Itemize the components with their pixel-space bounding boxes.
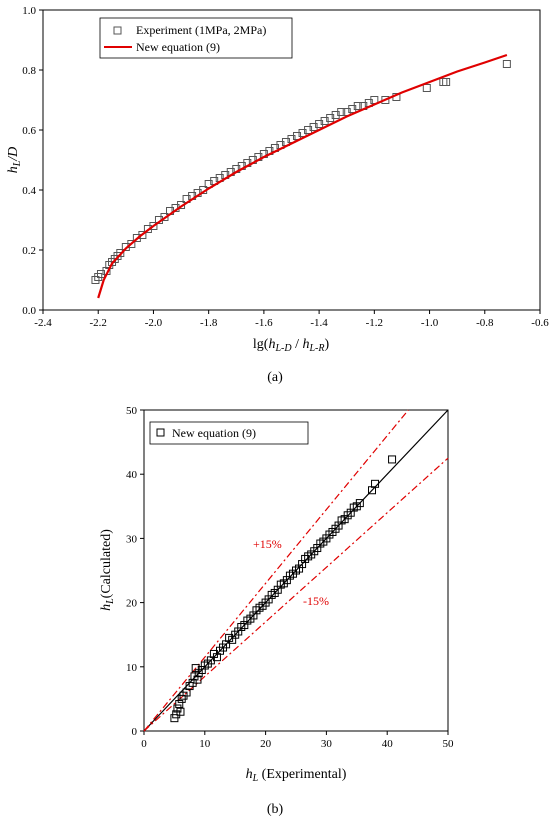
legend-b: New equation (9) [149,421,309,445]
plot-frame-a [42,9,541,311]
experiment-point [116,249,125,257]
equation-curve [97,53,508,299]
y-axis-title-b: hL(Calculated) [99,529,116,611]
calculated-point [172,710,181,719]
y-tick-label-a: 0.2 [22,245,36,257]
panel-label-b: (b) [267,802,284,817]
calculated-point [193,675,202,684]
x-tick-label-a: -2.2 [90,317,107,329]
y-tick-label-b: 0 [132,726,138,738]
legend-label-equation-b: New equation (9) [172,426,256,440]
x-tick-label-b: 40 [382,738,394,750]
plus-15-line [143,409,409,732]
minus-15-line [143,457,449,732]
legend-label-experiment: Experiment (1MPa, 2MPa) [136,23,266,37]
y-tick-label-b: 20 [126,598,138,610]
x-ticks-b: 0 10 20 30 40 50 [141,731,454,750]
y-tick-label-a: 1.0 [22,5,36,17]
legend-box-a [99,17,293,59]
x-tick-label-b: 20 [260,738,272,750]
experiment-point [442,78,451,86]
legend-box-b [149,421,309,445]
legend-marker-equation-b [156,428,165,437]
x-tick-label-a: -2.0 [145,317,163,329]
experiment-point [353,102,362,110]
legend-marker-experiment [113,26,122,35]
experiment-point [439,78,448,86]
x-axis-title-b: hL (Experimental) [246,767,347,784]
y-tick-label-a: 0.0 [22,305,36,317]
x-tick-label-a: -1.6 [255,317,273,329]
y-tick-label-b: 30 [126,533,138,545]
legend-label-equation-a: New equation (9) [136,40,220,54]
y-tick-label-a: 0.8 [22,65,36,77]
x-ticks-a: -2.4 -2.2 -2.0 -1.8 -1.6 -1.4 -1.2 -1.0 -0.8 -0.6 [34,310,549,329]
data-marks-a [91,53,511,299]
y-ticks-a: 0.0 0.2 0.4 0.6 0.8 1.0 [22,5,43,317]
y-axis-title-a: hL/D [6,147,23,174]
x-tick-label-a: -1.2 [366,317,383,329]
x-tick-label-a: -1.8 [200,317,218,329]
legend-a: Experiment (1MPa, 2MPa) New equation (9) [99,17,293,59]
x-tick-label-a: -1.0 [421,317,439,329]
calculated-point [371,479,380,488]
experiment-point [149,222,158,230]
x-tick-label-a: -0.6 [531,317,549,329]
y-tick-label-b: 40 [126,469,138,481]
panel-label-a: (a) [267,370,283,385]
calculated-point [355,499,364,508]
band-label-plus: +15% [253,537,282,551]
x-tick-label-a: -2.4 [34,317,52,329]
y-ticks-b: 0 10 20 30 40 50 [126,405,144,738]
x-tick-label-a: -1.4 [310,317,328,329]
experiment-point [337,108,346,116]
plot-frame-b [143,409,449,732]
y-tick-label-b: 10 [126,662,138,674]
experiment-point [502,60,511,68]
y-tick-label-a: 0.4 [22,185,36,197]
experiment-point [127,240,136,248]
panel-b: 0 10 20 30 40 50 0 10 20 30 40 50 +15% -15% hL(Cal… [99,405,454,817]
calculated-point [388,455,397,464]
panel-a: -2.4 -2.2 -2.0 -1.8 -1.6 -1.4 -1.2 -1.0 -0.8 -0.6… [6,5,549,385]
calculated-point [176,707,185,716]
experiment-point [381,96,390,104]
x-tick-label-b: 10 [199,738,211,750]
data-marks-b [170,455,397,723]
x-axis-title-a: lg(hL-D / hL-R) [253,337,330,354]
calculated-point [175,700,184,709]
x-tick-label-b: 30 [321,738,333,750]
x-tick-label-b: 0 [141,738,147,750]
y-tick-label-b: 50 [126,405,138,417]
experiment-point [138,231,147,239]
band-label-minus: -15% [303,594,329,608]
x-tick-label-a: -0.8 [476,317,494,329]
y-tick-label-a: 0.6 [22,125,36,137]
x-tick-label-b: 50 [443,738,455,750]
experiment-point [422,84,431,92]
